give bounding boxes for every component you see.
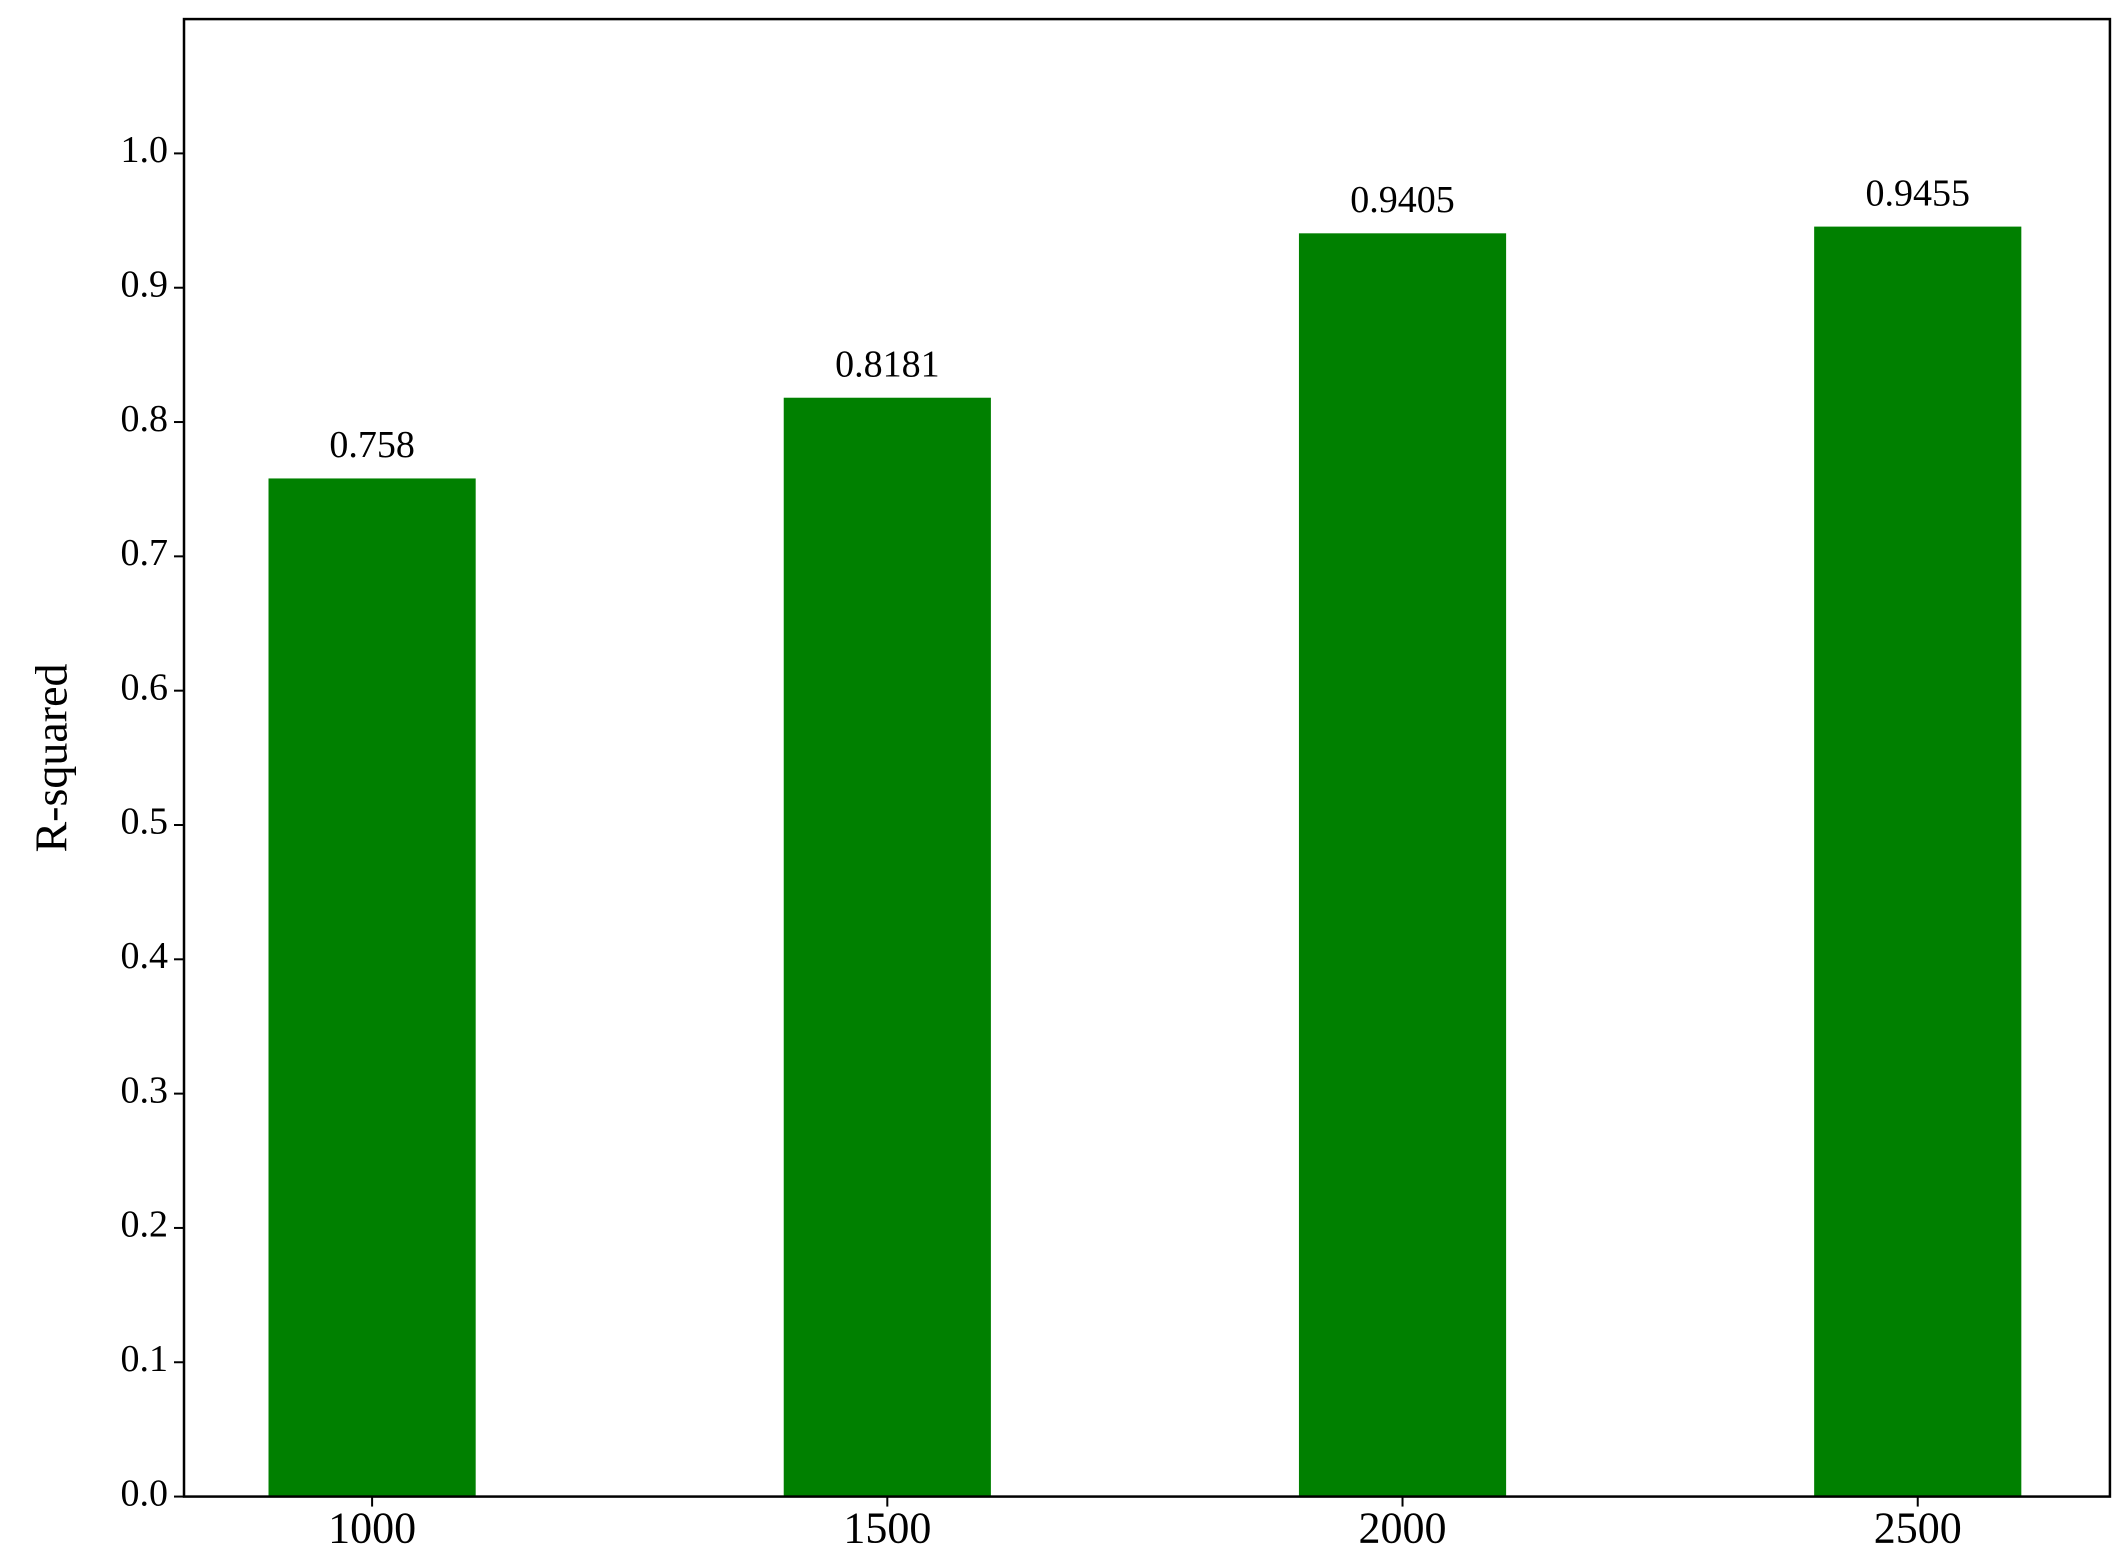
y-tick-label: 0.7	[121, 532, 169, 574]
value-label: 0.9455	[1865, 172, 1970, 214]
bar	[1814, 226, 2022, 1497]
bar	[268, 478, 476, 1497]
y-tick-label: 0.6	[121, 666, 169, 708]
y-tick-label: 0.0	[121, 1472, 169, 1514]
y-tick-label: 0.1	[121, 1338, 169, 1380]
bar	[783, 397, 991, 1497]
y-tick-label: 1.0	[121, 129, 169, 171]
bar	[1298, 233, 1507, 1497]
value-label: 0.8181	[835, 343, 940, 385]
x-tick-label: 2000	[1359, 1504, 1447, 1553]
x-tick-label: 2500	[1874, 1504, 1962, 1553]
y-tick-label: 0.5	[121, 801, 169, 843]
y-tick-label: 0.9	[121, 263, 169, 305]
y-tick-label: 0.2	[121, 1204, 169, 1246]
x-tick-label: 1000	[328, 1504, 416, 1553]
y-tick-label: 0.8	[121, 398, 169, 440]
y-tick-label: 0.4	[121, 935, 169, 977]
plot-frame	[182, 17, 2112, 1498]
value-label: 0.758	[329, 424, 415, 466]
y-tick-label: 0.3	[121, 1069, 169, 1111]
x-tick-label: 1500	[843, 1504, 931, 1553]
value-label: 0.9405	[1350, 179, 1455, 221]
y-axis-label: R-squared	[26, 663, 77, 852]
